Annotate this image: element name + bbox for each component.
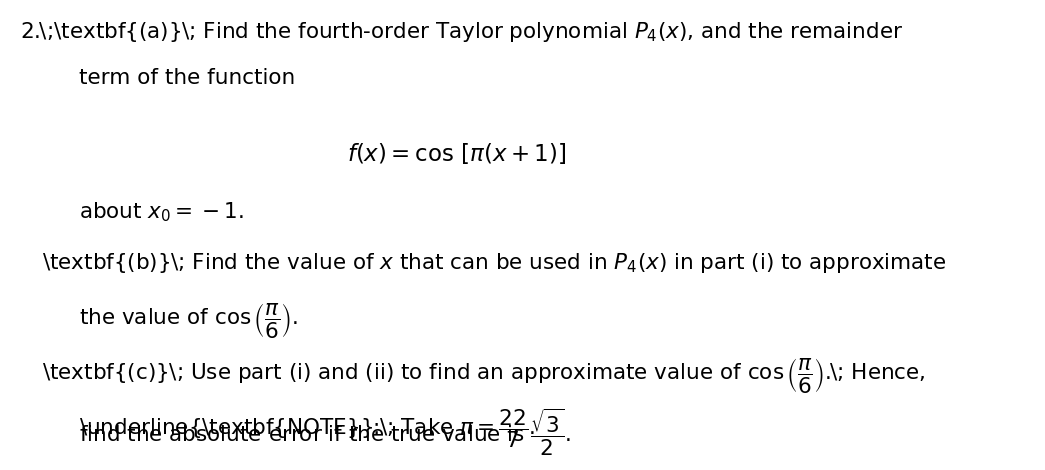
Text: 2.\;\textbf{(a)}\; Find the fourth-order Taylor polynomial $P_4(x)$, and the rem: 2.\;\textbf{(a)}\; Find the fourth-order… — [20, 20, 903, 44]
Text: find the absolute error if the true value is $\dfrac{\sqrt{3}}{2}$.: find the absolute error if the true valu… — [78, 407, 572, 458]
Text: \underline{\textbf{NOTE}}:\; Take $\pi = \dfrac{22}{7}$.: \underline{\textbf{NOTE}}:\; Take $\pi =… — [78, 407, 535, 450]
Text: $f(x) = \cos\,[\pi(x+1)]$: $f(x) = \cos\,[\pi(x+1)]$ — [347, 141, 566, 166]
Text: the value of $\cos\left(\dfrac{\pi}{6}\right)$.: the value of $\cos\left(\dfrac{\pi}{6}\r… — [78, 301, 298, 340]
Text: \textbf{(b)}\; Find the value of $x$ that can be used in $P_4(x)$ in part (i) to: \textbf{(b)}\; Find the value of $x$ tha… — [43, 251, 947, 275]
Text: \textbf{(c)}\; Use part (i) and (ii) to find an approximate value of $\cos\left(: \textbf{(c)}\; Use part (i) and (ii) to … — [43, 356, 926, 395]
Text: term of the function: term of the function — [78, 68, 295, 88]
Text: about $x_0 = -1$.: about $x_0 = -1$. — [78, 201, 243, 224]
